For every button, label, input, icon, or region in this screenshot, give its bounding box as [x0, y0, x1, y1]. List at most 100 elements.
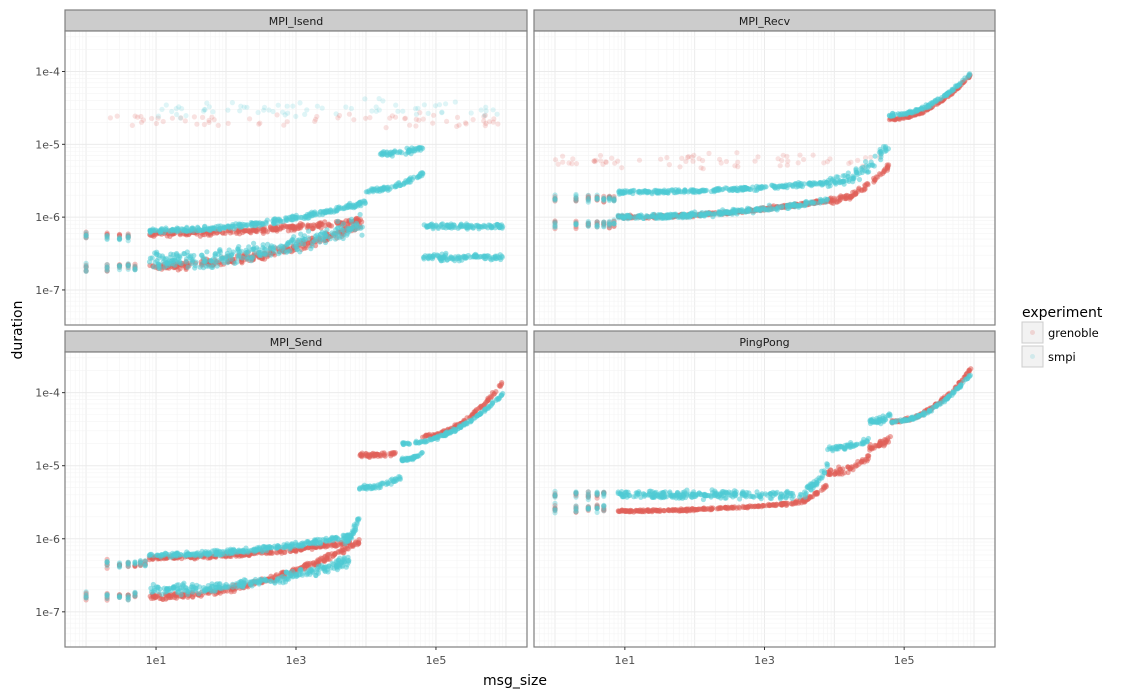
- point-smpi: [611, 221, 617, 227]
- point-grenoble: [611, 223, 617, 229]
- point-grenoble: [619, 165, 625, 171]
- point-smpi: [125, 238, 131, 244]
- point-smpi: [169, 108, 175, 115]
- point-grenoble: [83, 235, 89, 241]
- point-grenoble: [573, 161, 580, 167]
- point-grenoble: [878, 172, 884, 178]
- point-smpi: [483, 108, 489, 114]
- point-smpi: [225, 253, 232, 259]
- point-grenoble: [104, 592, 110, 598]
- point-grenoble: [125, 235, 131, 241]
- point-grenoble: [552, 218, 558, 224]
- point-smpi: [266, 107, 272, 113]
- point-grenoble: [407, 122, 413, 128]
- point-smpi: [251, 240, 257, 246]
- point-smpi: [104, 266, 110, 272]
- point-smpi: [357, 486, 363, 492]
- point-smpi: [435, 225, 441, 231]
- point-grenoble: [169, 115, 175, 121]
- point-smpi: [478, 107, 484, 113]
- point-smpi: [601, 196, 607, 202]
- point-smpi: [192, 265, 198, 271]
- point-grenoble: [734, 150, 740, 156]
- point-grenoble: [552, 198, 558, 204]
- point-smpi: [248, 579, 254, 585]
- point-smpi: [601, 198, 607, 204]
- point-smpi: [552, 220, 558, 227]
- point-grenoble: [107, 115, 113, 121]
- point-smpi: [468, 110, 474, 116]
- point-smpi: [132, 263, 138, 269]
- point-smpi: [255, 109, 261, 116]
- point-grenoble: [454, 123, 460, 129]
- gridlines: [533, 31, 996, 325]
- point-grenoble: [83, 229, 89, 235]
- point-grenoble: [256, 121, 262, 127]
- point-smpi: [415, 105, 421, 111]
- point-smpi: [332, 236, 338, 242]
- point-smpi: [611, 220, 617, 226]
- point-smpi: [611, 195, 617, 201]
- point-smpi: [167, 228, 173, 234]
- point-smpi: [343, 104, 349, 110]
- point-grenoble: [83, 231, 89, 237]
- point-grenoble: [827, 156, 833, 162]
- point-grenoble: [594, 219, 600, 225]
- point-smpi: [175, 253, 181, 259]
- point-smpi: [197, 264, 203, 270]
- point-grenoble: [573, 224, 579, 230]
- point-grenoble: [462, 120, 469, 126]
- point-smpi: [352, 203, 359, 209]
- point-smpi: [302, 111, 308, 117]
- y-tick-label: 1e-5: [35, 138, 60, 151]
- y-tick-label: 1e-4: [35, 66, 60, 79]
- point-smpi: [445, 223, 451, 229]
- point-smpi: [290, 214, 296, 220]
- point-smpi: [631, 187, 637, 193]
- point-grenoble: [199, 114, 206, 120]
- point-grenoble: [601, 221, 607, 227]
- point-grenoble: [116, 231, 123, 237]
- point-grenoble: [591, 158, 597, 164]
- point-grenoble: [560, 153, 566, 159]
- point-smpi: [393, 102, 399, 108]
- point-grenoble: [160, 596, 166, 603]
- point-smpi: [377, 151, 383, 157]
- point-smpi: [850, 179, 856, 185]
- point-grenoble: [881, 168, 887, 175]
- point-smpi: [840, 173, 846, 179]
- point-grenoble: [862, 182, 868, 188]
- point-grenoble: [281, 122, 287, 128]
- point-grenoble: [601, 219, 607, 225]
- point-smpi: [325, 233, 331, 239]
- x-tick-label: 1e5: [426, 654, 447, 667]
- point-smpi: [185, 264, 191, 270]
- point-grenoble: [228, 589, 234, 595]
- point-grenoble: [606, 222, 613, 228]
- point-smpi: [473, 254, 479, 260]
- point-smpi: [261, 246, 267, 252]
- point-grenoble: [585, 222, 591, 228]
- point-smpi: [116, 263, 123, 269]
- point-smpi: [442, 431, 448, 437]
- point-grenoble: [197, 233, 203, 239]
- point-smpi: [458, 223, 464, 229]
- point-smpi: [314, 103, 320, 109]
- point-grenoble: [125, 261, 131, 267]
- point-smpi: [313, 572, 319, 579]
- point-smpi: [244, 222, 251, 228]
- point-grenoble: [698, 165, 704, 171]
- point-grenoble: [481, 118, 487, 124]
- point-grenoble: [611, 196, 617, 203]
- point-smpi: [486, 404, 492, 410]
- point-grenoble: [201, 232, 208, 238]
- point-smpi: [436, 253, 442, 259]
- point-grenoble: [182, 118, 188, 124]
- point-grenoble: [491, 116, 497, 122]
- point-grenoble: [779, 157, 785, 164]
- points: [552, 71, 973, 232]
- point-smpi: [203, 550, 209, 557]
- point-smpi: [237, 108, 243, 114]
- point-smpi: [585, 199, 591, 205]
- point-smpi: [432, 103, 439, 109]
